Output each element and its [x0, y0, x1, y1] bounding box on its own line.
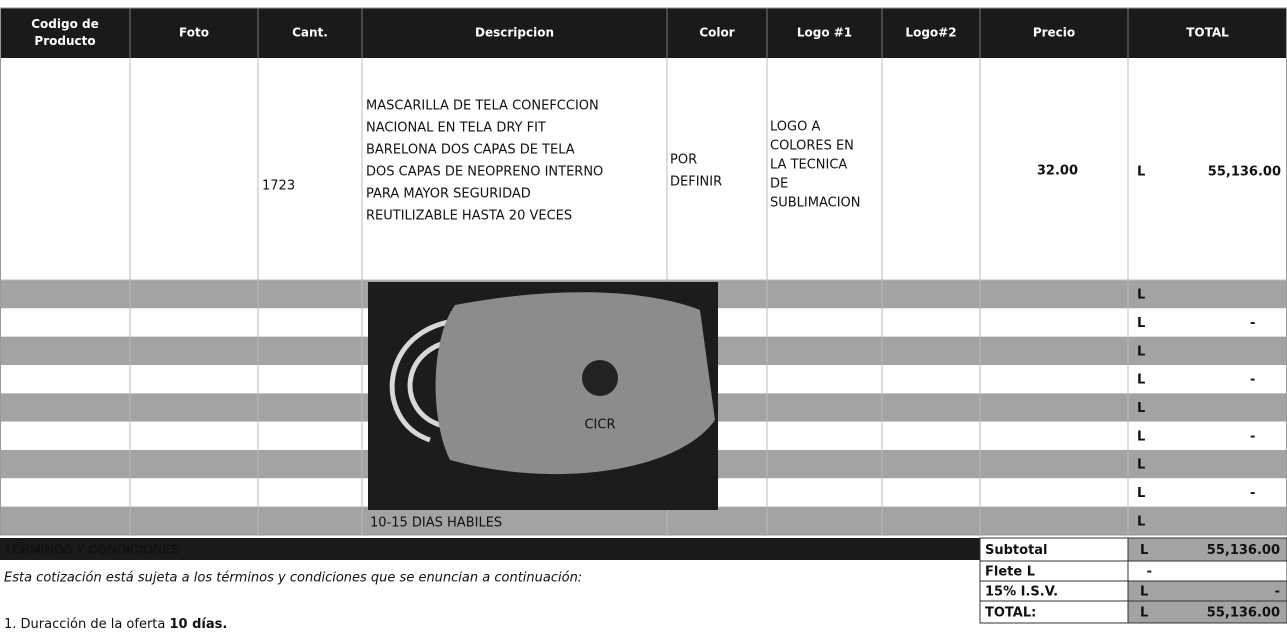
summary-label: Flete L — [985, 565, 1035, 580]
header-text: Codigo de — [31, 17, 99, 31]
header-cell: Cant. — [292, 26, 328, 40]
row-currency: L — [1137, 344, 1145, 359]
mask-body — [435, 292, 715, 475]
description-line: MASCARILLA DE TELA CONEFCCION — [366, 99, 599, 114]
row-currency: L — [1137, 288, 1145, 303]
summary-amount: - — [1147, 565, 1152, 580]
header-cell: Descripcion — [475, 26, 554, 40]
header-cell: Precio — [1033, 26, 1075, 40]
logo-line: DE — [770, 177, 788, 192]
delivery-note: 10-15 DIAS HABILES — [370, 515, 502, 530]
row-amount: - — [1250, 373, 1255, 388]
header-cell: Logo#2 — [905, 26, 956, 40]
row-currency: L — [1137, 458, 1145, 473]
summary-label: 15% I.S.V. — [985, 585, 1058, 600]
summary-currency: L — [1140, 543, 1148, 558]
summary-amount: 55,136.00 — [1207, 543, 1280, 558]
terms-intro: Esta cotización está sujeta a los términ… — [4, 571, 582, 586]
description-line: REUTILIZABLE HASTA 20 VECES — [366, 209, 572, 224]
logo-line: LA TECNICA — [770, 158, 847, 173]
row-amount: - — [1250, 429, 1255, 444]
row-currency: L — [1137, 401, 1145, 416]
currency: L — [1137, 165, 1145, 180]
header-cell: TOTAL — [1186, 26, 1229, 40]
terms-item-text: 1. Duracción de la oferta — [4, 617, 170, 632]
logo-line: LOGO A — [770, 120, 820, 135]
terms-title: TÉRMINOS Y CONDICIONES — [4, 541, 180, 556]
row-currency: L — [1137, 316, 1145, 331]
row-amount: - — [1250, 316, 1255, 331]
color-line: DEFINIR — [670, 175, 722, 190]
total: 55,136.00 — [1208, 165, 1281, 180]
summary-amount: 55,136.00 — [1207, 606, 1280, 621]
color-line: POR — [670, 153, 697, 168]
row-currency: L — [1137, 514, 1145, 529]
summary-value-cell — [1127, 600, 1287, 624]
description-line: BARELONA DOS CAPAS DE TELA — [366, 143, 575, 158]
summary-currency: L — [1140, 606, 1148, 621]
summary-value-cell — [1127, 580, 1287, 602]
terms-bar — [0, 538, 980, 560]
header-text: Producto — [34, 34, 95, 48]
header-cell: Color — [699, 26, 734, 40]
summary-currency: L — [1140, 585, 1148, 600]
header-cell: Foto — [179, 26, 209, 40]
header-bg — [0, 8, 1287, 58]
summary-label: Subtotal — [985, 543, 1048, 558]
price: 32.00 — [1037, 164, 1078, 179]
mask-logo — [582, 360, 618, 396]
shaded-row — [0, 506, 1287, 535]
row-currency: L — [1137, 429, 1145, 444]
terms-item-bold: 10 días. — [170, 617, 228, 632]
description-line: PARA MAYOR SEGURIDAD — [366, 187, 531, 202]
summary-label: TOTAL: — [985, 606, 1036, 621]
photo-text: CICR — [584, 418, 615, 433]
terms-item: 1. Duracción de la oferta 10 días. — [4, 617, 227, 632]
row-amount: - — [1250, 486, 1255, 501]
logo-line: SUBLIMACION — [770, 196, 861, 211]
row-currency: L — [1137, 486, 1145, 501]
header-cell: Logo #1 — [797, 26, 852, 40]
description-line: NACIONAL EN TELA DRY FIT — [366, 121, 546, 136]
quantity: 1723 — [262, 179, 295, 194]
description-line: DOS CAPAS DE NEOPRENO INTERNO — [366, 165, 603, 180]
row-currency: L — [1137, 373, 1145, 388]
summary-amount: - — [1275, 585, 1280, 600]
header-cell: Codigo de Producto — [31, 17, 99, 48]
logo-line: COLORES EN — [770, 139, 854, 154]
